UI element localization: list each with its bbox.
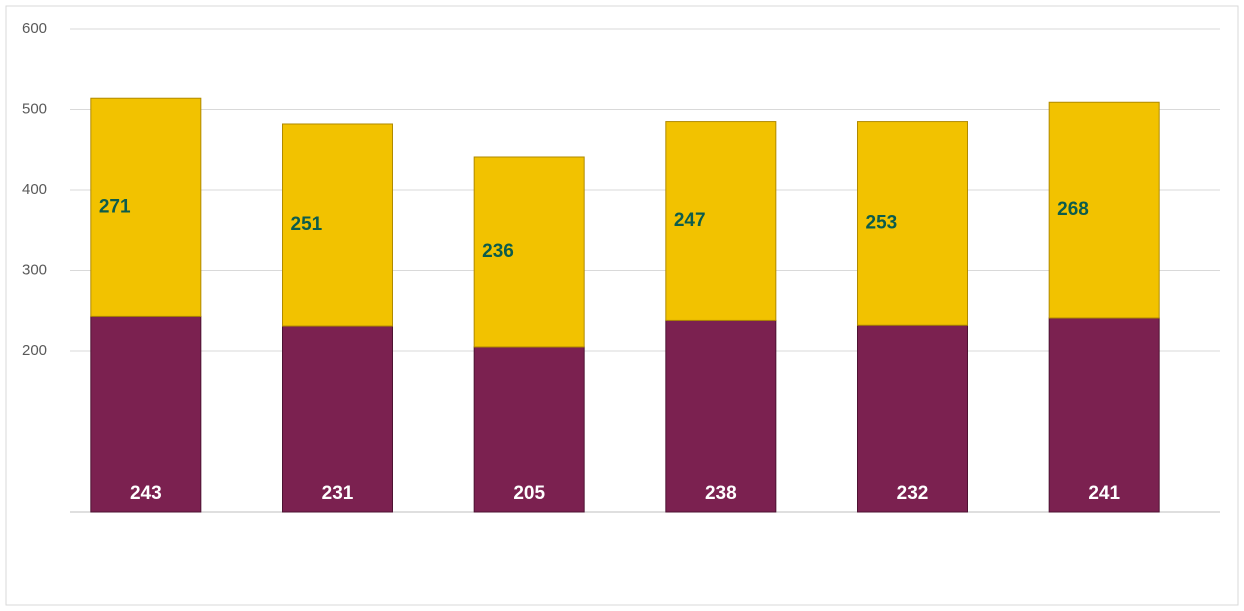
value-label: 238 <box>705 483 737 504</box>
value-label: 253 <box>866 212 898 233</box>
value-label: 236 <box>482 241 514 262</box>
value-label: 241 <box>1088 483 1120 504</box>
value-label: 268 <box>1057 199 1089 220</box>
value-label: 231 <box>322 483 354 504</box>
value-label: 205 <box>513 483 545 504</box>
y-tick-label: 600 <box>22 20 47 37</box>
chart-frame <box>5 5 1239 606</box>
bar-segment <box>473 346 585 513</box>
value-label: 243 <box>130 483 162 504</box>
bar-segment <box>90 97 202 317</box>
bar-segment <box>857 121 968 326</box>
value-label: 247 <box>674 210 706 231</box>
bar-segment <box>90 315 202 513</box>
y-tick-label: 300 <box>22 261 47 278</box>
bar-segment <box>473 156 585 348</box>
bar-segment <box>857 324 968 513</box>
y-tick-label: 500 <box>22 100 47 117</box>
y-tick-label: 400 <box>22 181 47 198</box>
bar-segment <box>665 121 777 321</box>
bar-segment <box>1048 317 1160 513</box>
value-label: 251 <box>291 214 323 235</box>
bar-segment <box>1048 101 1160 319</box>
bar-segment <box>282 123 393 327</box>
value-label: 232 <box>897 483 929 504</box>
y-tick-label: 200 <box>22 342 47 359</box>
value-label: 271 <box>99 196 131 217</box>
bar-segment <box>665 319 777 513</box>
